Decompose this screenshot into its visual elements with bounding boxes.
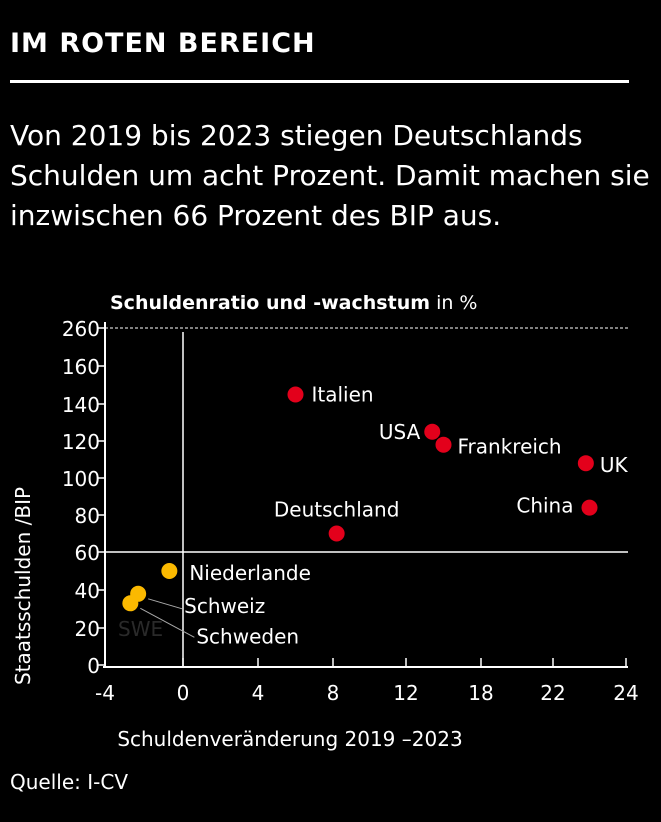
leader-line bbox=[148, 598, 183, 610]
point-label: Niederlande bbox=[189, 561, 311, 585]
data-point bbox=[287, 386, 304, 403]
data-point bbox=[581, 499, 598, 516]
x-tick-label: 18 bbox=[468, 681, 493, 705]
y-tick-label: 160 bbox=[62, 355, 100, 379]
y-tick-label: 120 bbox=[62, 430, 100, 454]
kicker: IM ROTEN BEREICH bbox=[10, 28, 316, 59]
point-label: Frankreich bbox=[458, 435, 562, 459]
y-tick-label: 60 bbox=[75, 541, 100, 565]
y-tick-label: 0 bbox=[87, 654, 100, 678]
data-point bbox=[328, 525, 345, 542]
point-label: China bbox=[516, 494, 573, 518]
y-tick-label: 80 bbox=[75, 504, 100, 528]
source: Quelle: I-CV bbox=[10, 770, 128, 794]
point-label: Italien bbox=[312, 383, 374, 407]
y-axis-label: Staatsschulden /BIP bbox=[11, 487, 35, 685]
data-point bbox=[161, 563, 178, 579]
x-tick-label: 24 bbox=[613, 681, 638, 705]
data-point bbox=[435, 436, 452, 453]
x-tick-label: 0 bbox=[177, 681, 190, 705]
y-tick-label: 40 bbox=[75, 579, 100, 603]
chart-title-bold: Schuldenratio und -wachstum bbox=[110, 292, 431, 314]
y-tick-label: 260 bbox=[62, 317, 100, 341]
chart-title-unit: in % bbox=[436, 292, 478, 314]
point-label: Schweden bbox=[196, 624, 299, 648]
y-tick-label: 100 bbox=[62, 467, 100, 491]
point-label: Schweiz bbox=[184, 594, 265, 618]
point-label: USA bbox=[379, 420, 421, 444]
point-label: UK bbox=[600, 453, 629, 477]
y-tick-label: 140 bbox=[62, 393, 100, 417]
headline: Von 2019 bis 2023 stiegen Deutschlands S… bbox=[10, 119, 650, 232]
x-tick-label: -4 bbox=[95, 681, 115, 705]
y-tick-label: 20 bbox=[75, 617, 100, 641]
x-tick-label: 8 bbox=[327, 681, 340, 705]
faint-label: SWE bbox=[118, 617, 163, 641]
leader-line bbox=[140, 607, 195, 638]
chart-title: Schuldenratio und -wachstum in % bbox=[110, 292, 477, 314]
point-label: Deutschland bbox=[274, 498, 400, 522]
x-tick-label: 22 bbox=[540, 681, 565, 705]
data-point bbox=[424, 423, 441, 440]
x-tick-label: 4 bbox=[252, 681, 265, 705]
x-tick-label: 12 bbox=[393, 681, 418, 705]
data-point bbox=[577, 455, 594, 472]
data-point bbox=[122, 595, 139, 612]
divider bbox=[10, 80, 629, 83]
x-axis-label: Schuldenveränderung 2019 –2023 bbox=[117, 727, 462, 751]
